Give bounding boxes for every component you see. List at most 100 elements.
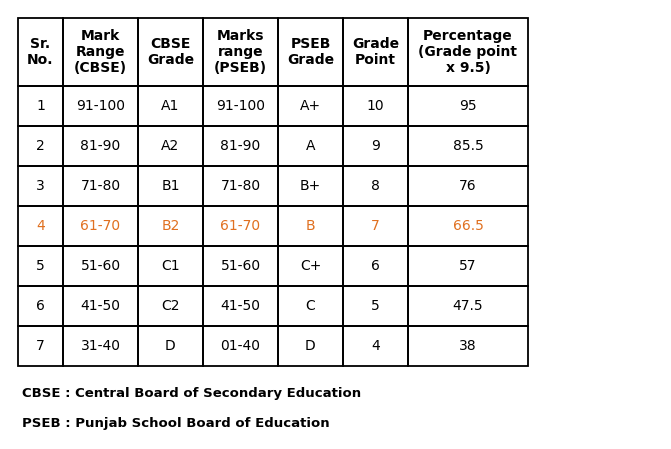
Bar xyxy=(63,18,138,86)
Text: 2: 2 xyxy=(36,139,45,153)
Bar xyxy=(203,286,278,326)
Text: 4: 4 xyxy=(371,339,380,353)
Bar xyxy=(343,206,408,246)
Text: D: D xyxy=(305,339,316,353)
Text: 61-70: 61-70 xyxy=(221,219,260,233)
Bar xyxy=(203,166,278,206)
Bar xyxy=(18,18,63,86)
Bar xyxy=(278,126,343,166)
Bar xyxy=(63,206,138,246)
Bar xyxy=(63,246,138,286)
Bar xyxy=(18,86,63,126)
Bar xyxy=(203,18,278,86)
Bar xyxy=(203,206,278,246)
Bar xyxy=(138,126,203,166)
Bar xyxy=(343,126,408,166)
Bar xyxy=(18,166,63,206)
Text: A: A xyxy=(306,139,315,153)
Text: 95: 95 xyxy=(459,99,477,113)
Bar xyxy=(138,246,203,286)
Text: 57: 57 xyxy=(459,259,477,273)
Bar xyxy=(408,246,528,286)
Text: 71-80: 71-80 xyxy=(221,179,260,193)
Bar xyxy=(343,286,408,326)
Text: A+: A+ xyxy=(300,99,321,113)
Bar xyxy=(138,166,203,206)
Text: Sr.
No.: Sr. No. xyxy=(28,37,54,67)
Text: 71-80: 71-80 xyxy=(81,179,121,193)
Text: 10: 10 xyxy=(366,99,384,113)
Bar xyxy=(278,246,343,286)
Text: Marks
range
(PSEB): Marks range (PSEB) xyxy=(214,29,267,75)
Text: 5: 5 xyxy=(36,259,45,273)
Bar xyxy=(203,326,278,366)
Text: 9: 9 xyxy=(371,139,380,153)
Text: B1: B1 xyxy=(161,179,180,193)
Text: 38: 38 xyxy=(459,339,477,353)
Text: Mark
Range
(CBSE): Mark Range (CBSE) xyxy=(74,29,127,75)
Text: 51-60: 51-60 xyxy=(221,259,260,273)
Text: C1: C1 xyxy=(161,259,180,273)
Bar xyxy=(18,326,63,366)
Text: 1: 1 xyxy=(36,99,45,113)
Bar xyxy=(408,166,528,206)
Text: 81-90: 81-90 xyxy=(81,139,121,153)
Text: 76: 76 xyxy=(459,179,477,193)
Text: Grade
Point: Grade Point xyxy=(352,37,399,67)
Text: 61-70: 61-70 xyxy=(81,219,121,233)
Text: A2: A2 xyxy=(161,139,180,153)
Text: B+: B+ xyxy=(300,179,321,193)
Bar xyxy=(138,286,203,326)
Text: A1: A1 xyxy=(161,99,180,113)
Text: C+: C+ xyxy=(300,259,321,273)
Text: PSEB
Grade: PSEB Grade xyxy=(287,37,334,67)
Text: 47.5: 47.5 xyxy=(453,299,483,313)
Bar xyxy=(18,246,63,286)
Text: 31-40: 31-40 xyxy=(81,339,121,353)
Text: PSEB : Punjab School Board of Education: PSEB : Punjab School Board of Education xyxy=(22,418,329,431)
Text: 7: 7 xyxy=(36,339,45,353)
Text: C: C xyxy=(305,299,315,313)
Bar xyxy=(408,286,528,326)
Bar xyxy=(203,126,278,166)
Bar xyxy=(138,206,203,246)
Text: 81-90: 81-90 xyxy=(220,139,260,153)
Bar xyxy=(138,326,203,366)
Bar xyxy=(63,166,138,206)
Text: 7: 7 xyxy=(371,219,380,233)
Bar xyxy=(343,246,408,286)
Bar xyxy=(278,86,343,126)
Bar xyxy=(343,86,408,126)
Bar xyxy=(63,86,138,126)
Text: 85.5: 85.5 xyxy=(453,139,483,153)
Bar xyxy=(278,206,343,246)
Text: CBSE
Grade: CBSE Grade xyxy=(147,37,194,67)
Text: 6: 6 xyxy=(36,299,45,313)
Bar xyxy=(343,166,408,206)
Text: 5: 5 xyxy=(371,299,380,313)
Bar xyxy=(408,206,528,246)
Bar xyxy=(203,86,278,126)
Text: C2: C2 xyxy=(161,299,180,313)
Bar xyxy=(18,126,63,166)
Text: 41-50: 41-50 xyxy=(221,299,260,313)
Text: Percentage
(Grade point
x 9.5): Percentage (Grade point x 9.5) xyxy=(419,29,517,75)
Bar xyxy=(278,166,343,206)
Bar xyxy=(408,326,528,366)
Bar xyxy=(18,286,63,326)
Bar xyxy=(63,326,138,366)
Bar xyxy=(18,206,63,246)
Text: CBSE : Central Board of Secondary Education: CBSE : Central Board of Secondary Educat… xyxy=(22,387,361,401)
Bar xyxy=(343,326,408,366)
Bar xyxy=(408,18,528,86)
Text: 4: 4 xyxy=(36,219,45,233)
Text: B: B xyxy=(306,219,315,233)
Bar xyxy=(138,18,203,86)
Text: B2: B2 xyxy=(161,219,180,233)
Text: 91-100: 91-100 xyxy=(216,99,265,113)
Text: 91-100: 91-100 xyxy=(76,99,125,113)
Text: 3: 3 xyxy=(36,179,45,193)
Bar xyxy=(278,326,343,366)
Text: 8: 8 xyxy=(371,179,380,193)
Bar xyxy=(203,246,278,286)
